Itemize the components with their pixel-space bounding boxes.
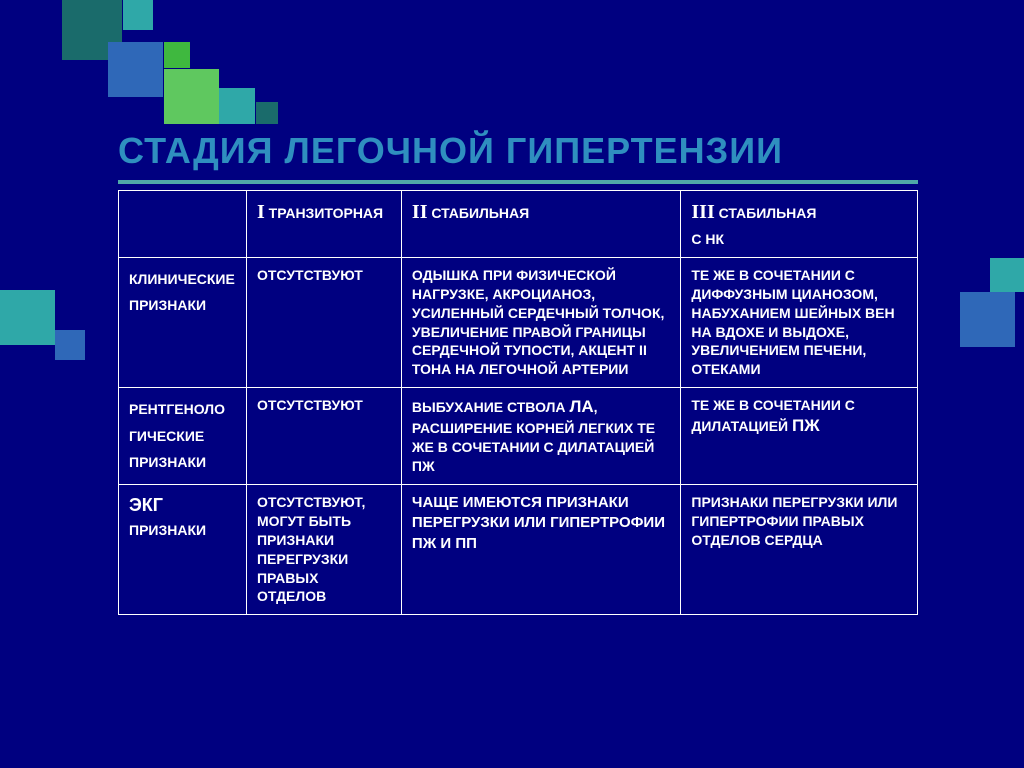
cell: ОТСУТСТВУЮТ <box>246 388 401 485</box>
decor-square <box>0 290 55 345</box>
stage-1-label: ТРАНЗИТОРНАЯ <box>265 205 383 221</box>
stage-3-label: СТАБИЛЬНАЯ <box>715 205 817 221</box>
stage-2-label: СТАБИЛЬНАЯ <box>427 205 529 221</box>
stage-3-num: III <box>691 201 714 223</box>
cell: ПРИЗНАКИ ПЕРЕГРУЗКИ ИЛИ ГИПЕРТРОФИИ ПРАВ… <box>681 485 918 615</box>
decor-square <box>164 42 190 68</box>
stage-1-num: I <box>257 201 265 223</box>
cell: ВЫБУХАНИЕ СТВОЛА ЛА, РАСШИРЕНИЕ КОРНЕЙ Л… <box>401 388 680 485</box>
stages-table: I ТРАНЗИТОРНАЯ II СТАБИЛЬНАЯ III СТАБИЛЬ… <box>118 190 918 615</box>
stage-2-num: II <box>412 201 428 223</box>
row-label: ПРИЗНАКИ <box>129 449 236 476</box>
row-label: ГИЧЕСКИЕ <box>129 423 236 450</box>
row-label: КЛИНИЧЕСКИЕ <box>129 266 236 293</box>
slide-title: СТАДИЯ ЛЕГОЧНОЙ ГИПЕРТЕНЗИИ <box>118 130 783 172</box>
table-header-row: I ТРАНЗИТОРНАЯ II СТАБИЛЬНАЯ III СТАБИЛЬ… <box>119 191 918 258</box>
row-label: ПРИЗНАКИ <box>129 522 206 538</box>
cell: ТЕ ЖЕ В СОЧЕТАНИИ С ДИЛАТАЦИЕЙ ПЖ <box>681 388 918 485</box>
cell: ОДЫШКА ПРИ ФИЗИЧЕСКОЙ НАГРУЗКЕ, АКРОЦИАН… <box>401 257 680 387</box>
row-label: ПРИЗНАКИ <box>129 292 236 319</box>
decor-square <box>108 42 163 97</box>
title-underline <box>118 180 918 184</box>
table-row: КЛИНИЧЕСКИЕ ПРИЗНАКИ ОТСУТСТВУЮТ ОДЫШКА … <box>119 257 918 387</box>
table-row: ЭКГ ПРИЗНАКИ ОТСУТСТВУЮТ, МОГУТ БЫТЬ ПРИ… <box>119 485 918 615</box>
row-label: РЕНТГЕНОЛО <box>129 396 236 423</box>
decor-square <box>164 69 219 124</box>
decor-square <box>256 102 278 124</box>
decor-square <box>123 0 153 30</box>
stage-3-sub: С НК <box>691 230 907 249</box>
decor-square <box>960 292 1015 347</box>
decor-square <box>219 88 255 124</box>
cell: ЧАЩЕ ИМЕЮТСЯ ПРИЗНАКИ ПЕРЕГРУЗКИ ИЛИ ГИП… <box>401 485 680 615</box>
row-label-big: ЭКГ <box>129 495 163 515</box>
cell: ОТСУТСТВУЮТ, МОГУТ БЫТЬ ПРИЗНАКИ ПЕРЕГРУ… <box>246 485 401 615</box>
table-row: РЕНТГЕНОЛО ГИЧЕСКИЕ ПРИЗНАКИ ОТСУТСТВУЮТ… <box>119 388 918 485</box>
cell: ТЕ ЖЕ В СОЧЕТАНИИ С ДИФФУЗНЫМ ЦИАНОЗОМ, … <box>681 257 918 387</box>
decor-square <box>990 258 1024 292</box>
decor-square <box>55 330 85 360</box>
cell: ОТСУТСТВУЮТ <box>246 257 401 387</box>
